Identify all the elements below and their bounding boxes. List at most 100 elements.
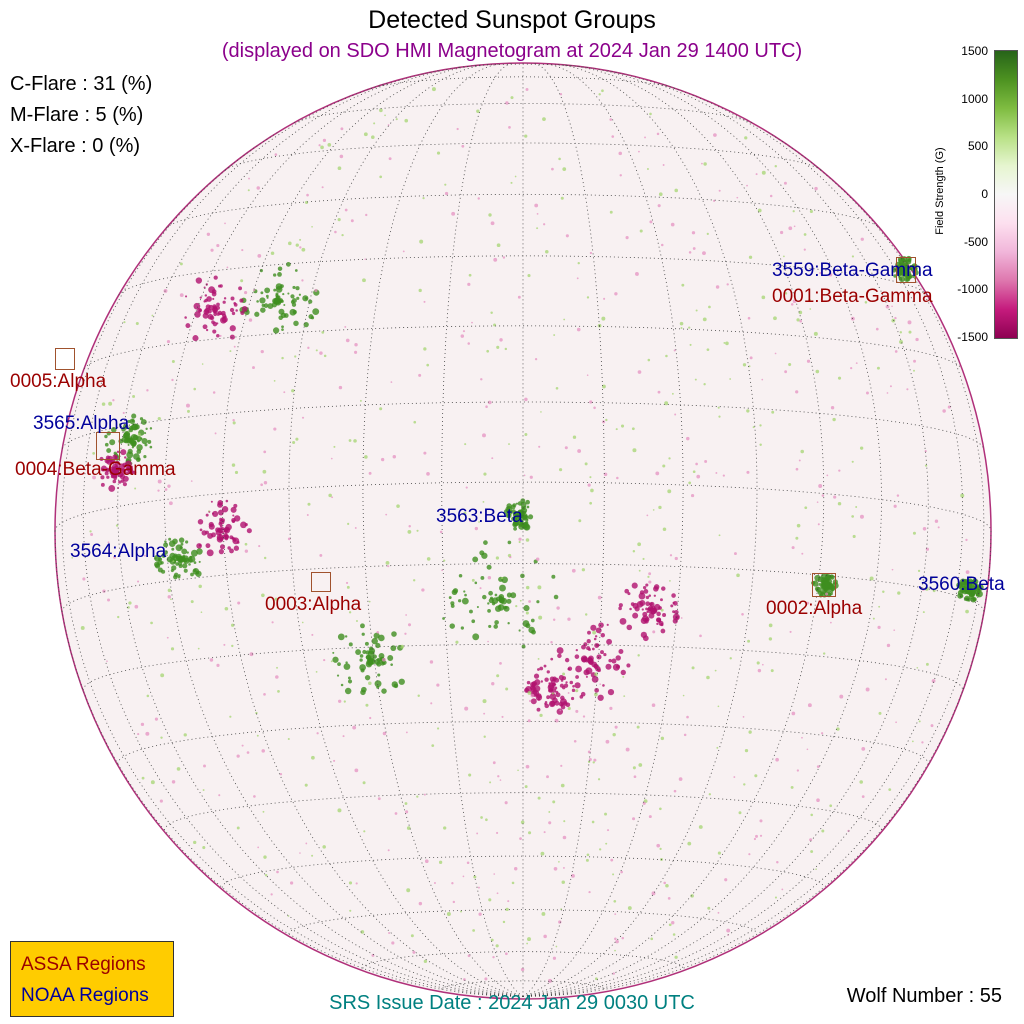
magnetic-field-patch: [390, 381, 393, 384]
magnetic-field-patch: [115, 455, 118, 459]
magnetic-field-patch: [170, 598, 172, 601]
magnetic-field-patch: [312, 308, 320, 316]
magnetic-field-patch: [575, 689, 579, 693]
magnetic-field-patch: [197, 647, 200, 650]
magnetic-field-patch: [328, 493, 332, 498]
magnetic-field-patch: [273, 288, 277, 292]
magnetic-field-patch: [525, 87, 529, 91]
magnetic-field-patch: [264, 287, 271, 294]
magnetic-field-patch: [571, 688, 576, 693]
latitude-line: [62, 401, 984, 449]
magnetic-field-patch: [717, 911, 720, 914]
magnetic-field-patch: [231, 518, 236, 523]
magnetic-field-patch: [387, 124, 390, 126]
magnetic-field-patch: [632, 448, 637, 453]
magnetic-field-patch: [462, 330, 466, 333]
magnetic-field-patch: [184, 316, 187, 319]
magnetic-field-patch: [483, 472, 487, 476]
magnetic-field-patch: [795, 536, 799, 540]
magnetic-field-patch: [159, 799, 163, 803]
magnetic-field-patch: [283, 391, 286, 394]
magnetic-field-patch: [536, 212, 539, 215]
magnetic-field-patch: [382, 731, 387, 736]
magnetic-field-patch: [322, 138, 327, 143]
magnetic-field-patch: [376, 685, 380, 689]
magnetic-field-patch: [929, 576, 934, 580]
magnetic-field-patch: [859, 780, 863, 784]
magnetic-field-patch: [559, 683, 565, 688]
magnetic-field-patch: [395, 118, 398, 121]
magnetic-field-patch: [347, 676, 351, 680]
magnetic-field-patch: [648, 580, 652, 584]
magnetic-field-patch: [589, 251, 593, 255]
noaa-region-label: 3560:Beta: [918, 574, 1005, 595]
magnetic-field-patch: [182, 563, 188, 569]
magnetic-field-patch: [257, 254, 262, 258]
magnetic-field-patch: [733, 776, 736, 778]
magnetic-field-patch: [601, 89, 604, 93]
magnetic-field-patch: [551, 574, 556, 579]
magnetic-field-patch: [557, 653, 562, 659]
magnetic-field-patch: [756, 661, 760, 665]
magnetic-field-patch: [436, 683, 440, 687]
magnetic-field-patch: [495, 944, 499, 948]
magnetic-field-patch: [424, 859, 429, 863]
colorbar-tick: -1000: [957, 282, 988, 296]
magnetic-field-patch: [137, 433, 141, 437]
magnetic-field-patch: [337, 633, 345, 641]
magnetic-field-patch: [822, 652, 826, 655]
magnetic-field-patch: [791, 546, 795, 550]
magnetic-field-patch: [92, 475, 96, 480]
magnetic-field-patch: [141, 419, 147, 425]
magnetic-field-patch: [480, 816, 483, 819]
magnetic-field-patch: [381, 657, 386, 662]
magnetic-field-patch: [492, 955, 495, 959]
magnetic-field-patch: [547, 688, 553, 693]
magnetic-field-patch: [188, 563, 191, 566]
magnetic-field-patch: [865, 687, 870, 692]
magnetic-field-patch: [539, 666, 544, 671]
magnetic-field-patch: [562, 701, 568, 706]
magnetic-field-patch: [630, 602, 635, 606]
magnetic-field-patch: [498, 595, 503, 600]
magnetic-field-patch: [483, 540, 488, 545]
magnetic-field-patch: [137, 733, 140, 736]
magnetic-field-patch: [576, 327, 581, 332]
magnetic-field-patch: [222, 316, 225, 319]
magnetic-field-patch: [286, 262, 291, 267]
magnetic-field-patch: [387, 565, 390, 568]
magnetic-field-patch: [127, 448, 133, 454]
magnetic-field-patch: [680, 327, 683, 329]
magnetic-field-patch: [294, 269, 298, 272]
magnetic-field-patch: [364, 641, 369, 646]
magnetic-field-patch: [571, 568, 576, 573]
magnetic-field-patch: [832, 417, 836, 422]
magnetic-field-patch: [608, 658, 612, 663]
magnetic-field-patch: [588, 890, 591, 894]
magnetic-field-patch: [746, 184, 748, 187]
magnetic-field-patch: [291, 302, 297, 307]
magnetic-field-patch: [921, 741, 924, 744]
magnetic-field-patch: [696, 474, 701, 479]
magnetic-field-patch: [942, 409, 946, 413]
magnetic-field-patch: [509, 555, 512, 559]
magnetic-field-patch: [179, 262, 183, 266]
magnetic-field-patch: [540, 680, 544, 683]
noaa-region-label: 3564:Alpha: [70, 541, 167, 562]
magnetic-field-patch: [360, 668, 365, 673]
magnetic-field-patch: [503, 605, 510, 612]
magnetic-field-patch: [92, 452, 96, 455]
magnetic-field-patch: [244, 290, 248, 295]
magnetic-field-patch: [338, 385, 343, 390]
magnetic-field-patch: [784, 292, 788, 295]
magnetic-field-patch: [491, 682, 495, 686]
magnetic-field-patch: [616, 664, 620, 669]
magnetic-field-patch: [784, 370, 788, 374]
magnetic-field-patch: [436, 727, 440, 730]
magnetic-field-patch: [374, 680, 382, 688]
magnetic-field-patch: [636, 725, 640, 729]
magnetic-field-patch: [976, 592, 980, 597]
disk-background: [54, 62, 992, 1000]
magnetic-field-patch: [698, 825, 703, 829]
magnetic-field-patch: [649, 112, 652, 116]
